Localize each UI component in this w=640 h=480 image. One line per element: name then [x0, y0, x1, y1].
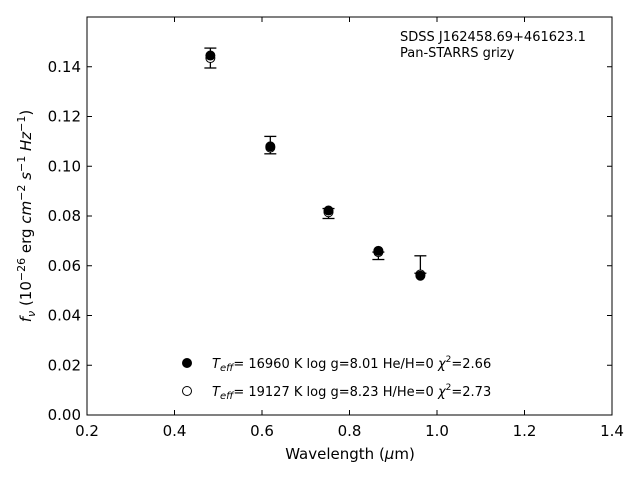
- x-tick-label: 0.8: [338, 422, 362, 440]
- error-bars: [204, 47, 427, 274]
- annotation-survey: Pan-STARRS grizy: [400, 46, 515, 61]
- filled-circle-point: [265, 141, 276, 152]
- filled-circle-point: [205, 50, 216, 61]
- x-tick-label: 0.4: [163, 422, 187, 440]
- x-tick-label: 1.4: [600, 422, 624, 440]
- y-axis-label: fν (10−26 erg cm−2 s−1 Hz−1): [15, 110, 38, 323]
- filled-circle-point: [373, 245, 384, 256]
- x-tick-label: 0.6: [250, 422, 274, 440]
- legend: Teff= 16960 K log g=8.01 He/H=0 χ2=2.66 …: [182, 355, 491, 402]
- legend-entry-2: Teff= 19127 K log g=8.23 H/He=0 χ2=2.73: [212, 383, 491, 402]
- x-tick-label: 0.2: [75, 422, 99, 440]
- x-axis-label: Wavelength (μm): [285, 445, 415, 463]
- y-tick-label: 0.12: [48, 108, 81, 126]
- y-tick-label: 0.06: [48, 257, 81, 275]
- annotation-object-name: SDSS J162458.69+461623.1: [400, 30, 586, 45]
- y-tick-label: 0.02: [48, 356, 81, 374]
- x-tick-label: 1.0: [425, 422, 449, 440]
- series-filled-circles: [205, 50, 426, 281]
- y-tick-label: 0.08: [48, 207, 81, 225]
- legend-marker-open: [182, 386, 192, 396]
- y-axis: 0.00 0.02 0.04 0.06 0.08 0.10 0.12 0.14: [48, 58, 612, 424]
- y-tick-label: 0.00: [48, 406, 81, 424]
- series-open-circles: [205, 53, 426, 280]
- y-tick-label: 0.04: [48, 307, 81, 325]
- legend-marker-filled: [182, 358, 192, 368]
- filled-circle-point: [323, 205, 334, 216]
- y-tick-label: 0.14: [48, 58, 81, 76]
- x-axis: 0.2 0.4 0.6 0.8 1.0 1.2 1.4: [75, 17, 624, 440]
- y-tick-label: 0.10: [48, 157, 81, 175]
- x-tick-label: 1.2: [513, 422, 537, 440]
- filled-circle-point: [415, 270, 426, 281]
- legend-entry-1: Teff= 16960 K log g=8.01 He/H=0 χ2=2.66: [212, 355, 491, 374]
- plot-frame: [86, 16, 613, 416]
